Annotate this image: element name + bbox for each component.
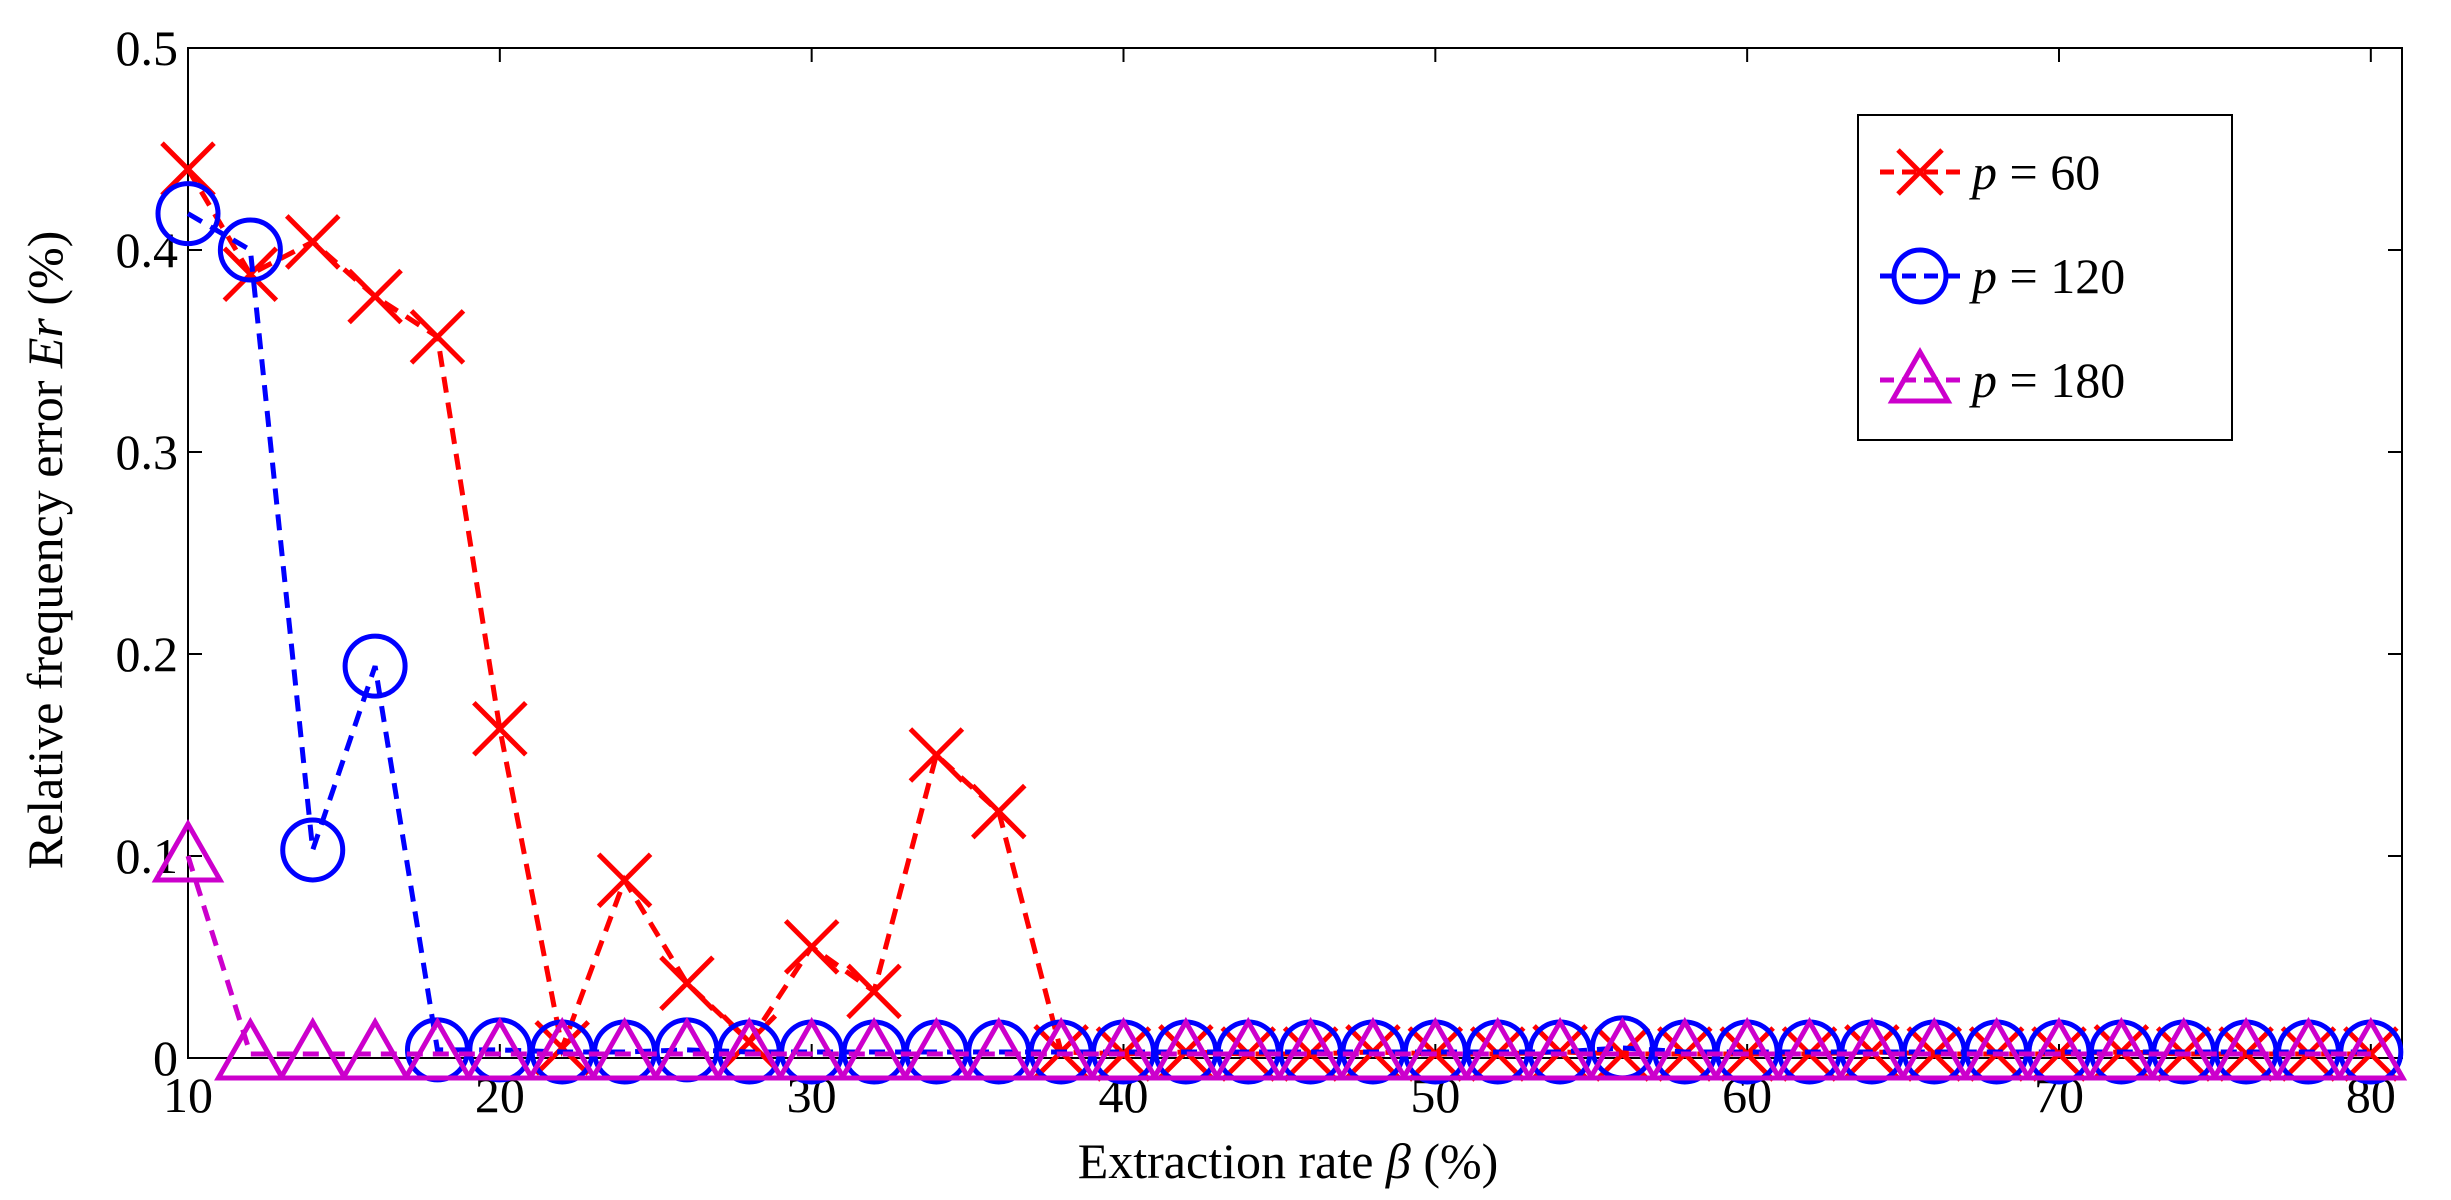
data-point-triangle	[1211, 1016, 1285, 1081]
data-point-triangle	[1087, 1016, 1160, 1081]
data-point-x	[1906, 1026, 1963, 1082]
data-point-circle	[280, 817, 346, 883]
data-point-x-stroke	[908, 727, 965, 783]
data-point-circle	[342, 633, 408, 699]
data-point-x	[222, 246, 279, 303]
data-point-triangle	[900, 1016, 973, 1081]
data-point-x-stroke	[347, 268, 403, 325]
y-tick-label: 0	[153, 1030, 178, 1086]
legend-label: p = 60	[1969, 144, 2100, 200]
legend-label: p = 120	[1969, 248, 2125, 304]
data-point-triangle	[2334, 1016, 2408, 1081]
data-point-x-stroke	[1906, 1026, 1963, 1082]
y-tick-label: 0.4	[116, 222, 179, 278]
data-point-triangle	[1336, 1016, 1410, 1081]
data-point-triangle	[775, 1016, 848, 1081]
legend-marker-circle	[1891, 247, 1949, 305]
data-point-triangle	[837, 1016, 911, 1081]
data-point-triangle	[1461, 1016, 1534, 1081]
data-point-triangle	[525, 1016, 599, 1081]
x-axis-label: Extraction rate β (%)	[1078, 1133, 1499, 1189]
y-axis-label: Relative frequency error Er (%)	[17, 231, 73, 870]
data-point-triangle	[962, 1016, 1036, 1081]
data-point-triangle	[276, 1016, 350, 1081]
data-point-triangle	[463, 1016, 537, 1081]
data-point-triangle	[1648, 1016, 1722, 1081]
legend-marker-x	[1896, 148, 1944, 196]
legend-label: p = 180	[1969, 352, 2125, 408]
data-point-x	[409, 309, 466, 365]
data-point-triangle	[1710, 1016, 1784, 1081]
data-point-triangle	[1523, 1016, 1597, 1081]
data-point-x	[846, 963, 902, 1020]
data-point-x	[596, 852, 653, 909]
y-tick-label: 0.3	[116, 424, 179, 480]
data-point-x-stroke	[596, 852, 653, 909]
data-point-triangle	[401, 1016, 474, 1081]
data-point-x-stroke	[970, 783, 1027, 840]
data-point-triangle	[151, 818, 225, 883]
data-point-x	[783, 919, 840, 975]
data-point-x-stroke	[284, 214, 341, 270]
data-point-x	[2218, 1026, 2274, 1082]
legend-item: p = 180	[1880, 346, 2125, 408]
series-2	[151, 818, 2408, 1081]
data-point-circle	[217, 217, 283, 283]
legend-item: p = 60	[1880, 144, 2100, 200]
data-point-x-stroke	[1282, 1026, 1339, 1082]
legend-item: p = 120	[1880, 247, 2125, 305]
data-point-triangle	[214, 1016, 287, 1081]
legend-marker-triangle	[1887, 346, 1953, 404]
data-point-triangle	[650, 1016, 724, 1081]
data-point-triangle	[1274, 1016, 1347, 1081]
data-point-triangle	[588, 1016, 661, 1081]
data-point-x	[347, 268, 403, 325]
series-line	[185, 167, 2371, 1058]
data-point-x-stroke	[409, 309, 466, 365]
data-point-x	[472, 700, 528, 757]
data-point-x	[908, 727, 965, 783]
legend-marker-x-stroke	[1896, 148, 1944, 196]
data-point-triangle	[1024, 1016, 1098, 1081]
data-point-x	[659, 955, 715, 1012]
data-point-circle	[155, 181, 221, 247]
plot-border	[187, 47, 2403, 1059]
data-point-x-stroke	[846, 963, 902, 1020]
data-point-triangle	[2272, 1016, 2345, 1081]
data-point-triangle	[1399, 1016, 1472, 1081]
x-tick-label: 10	[163, 1067, 213, 1123]
data-point-x	[970, 783, 1027, 840]
data-point-x	[284, 214, 341, 270]
data-point-triangle	[2022, 1016, 2096, 1081]
data-point-x-stroke	[222, 246, 279, 303]
data-point-triangle	[1149, 1016, 1223, 1081]
series-line	[185, 855, 2371, 1057]
data-point-triangle	[1897, 1016, 1971, 1081]
data-point-triangle	[1586, 1016, 1659, 1081]
data-point-x	[1282, 1026, 1339, 1082]
legend: p = 60 p = 120 p = 180	[1857, 114, 2233, 441]
data-point-triangle	[2085, 1016, 2158, 1081]
data-point-triangle	[1835, 1016, 1909, 1081]
data-point-triangle	[712, 1016, 786, 1081]
data-point-triangle	[1773, 1016, 1846, 1081]
data-point-x-stroke	[659, 955, 715, 1012]
data-point-triangle	[2147, 1016, 2221, 1081]
data-point-triangle	[2209, 1016, 2283, 1081]
series-layer	[151, 141, 2408, 1085]
y-tick-label: 0.2	[116, 626, 179, 682]
data-point-triangle	[338, 1016, 412, 1081]
y-tick-label: 0.5	[116, 20, 179, 76]
data-point-triangle	[1960, 1016, 2033, 1081]
data-point-x-stroke	[783, 919, 840, 975]
data-point-x-stroke	[472, 700, 528, 757]
data-point-x-stroke	[2218, 1026, 2274, 1082]
plot-frame	[187, 47, 2403, 1059]
